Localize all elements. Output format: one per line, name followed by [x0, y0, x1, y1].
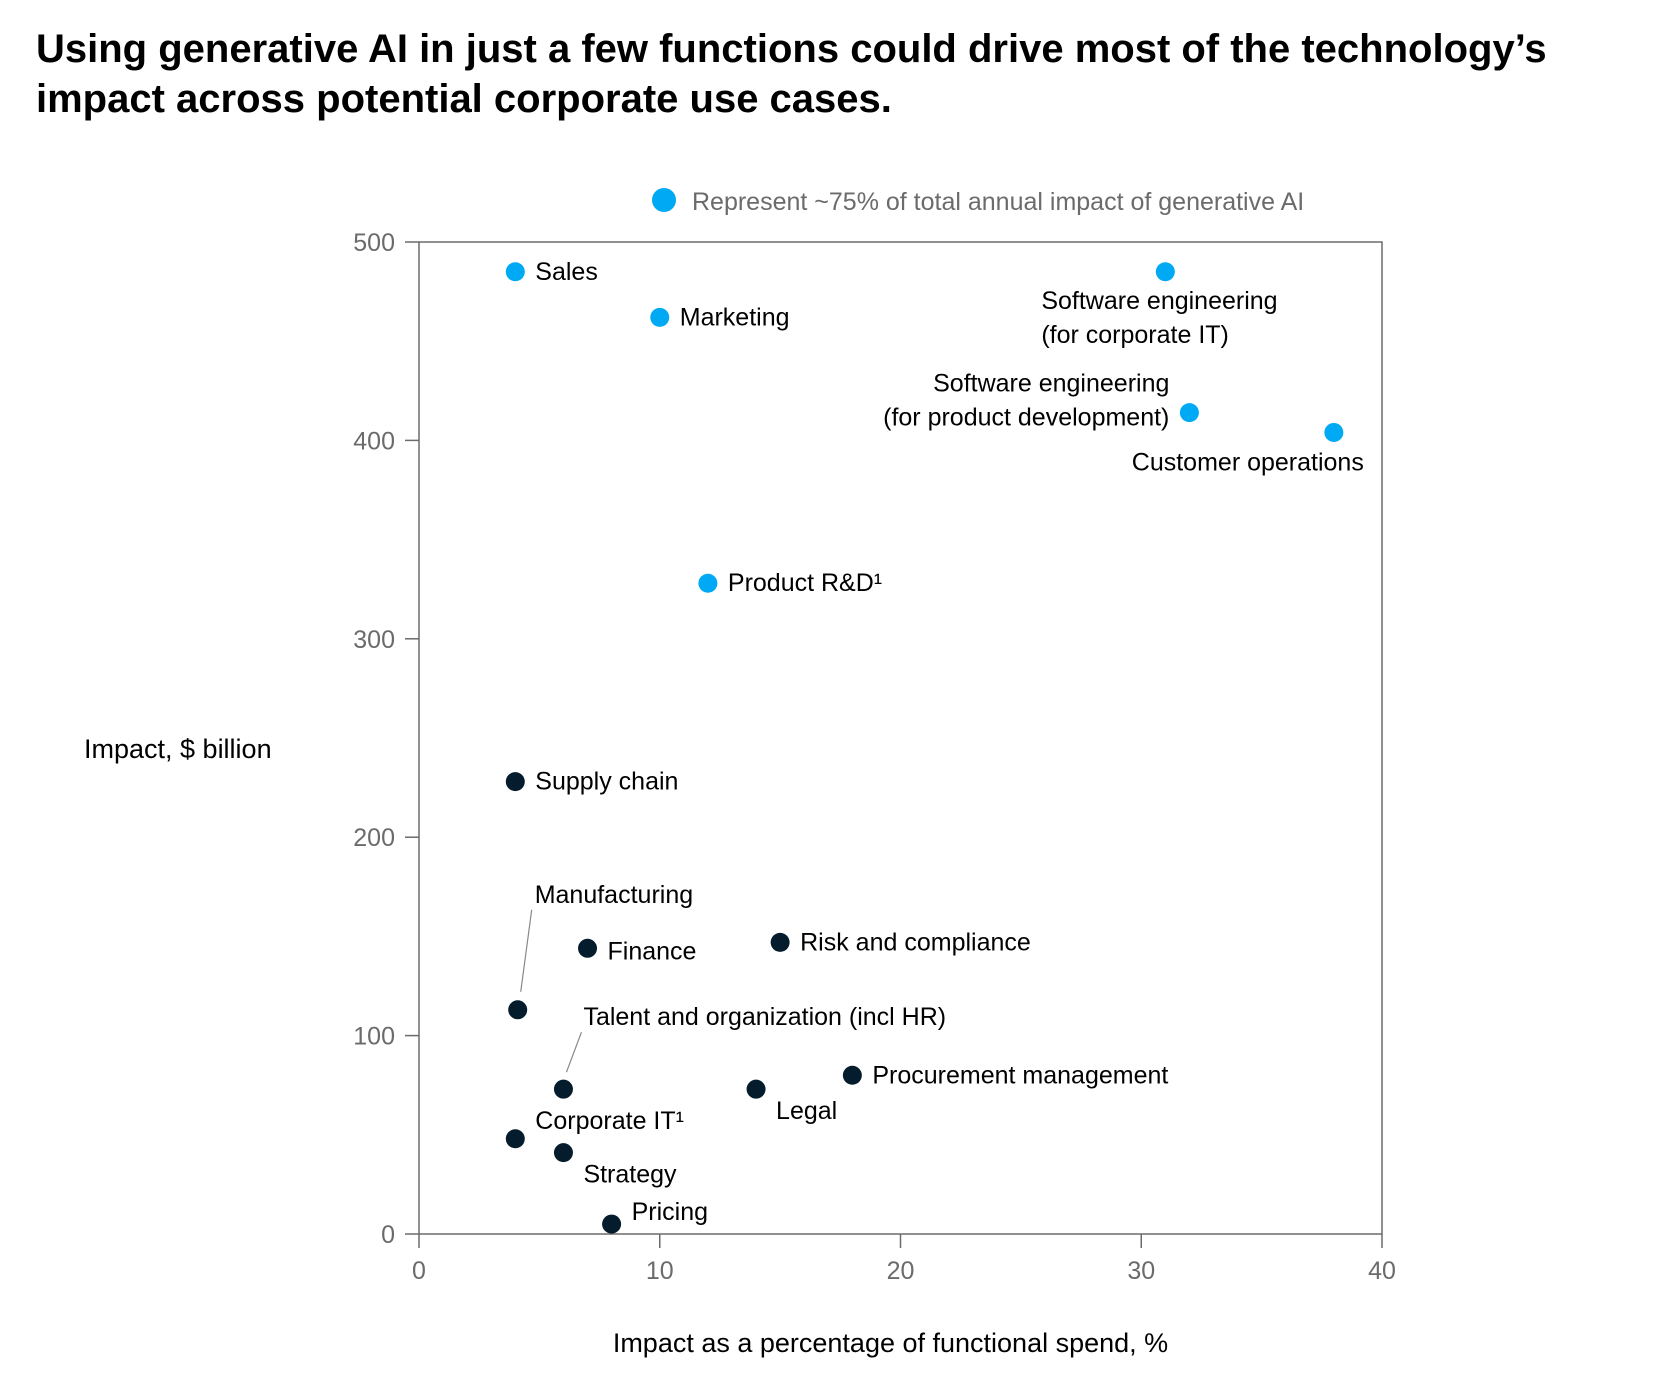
point-label-line: Manufacturing [535, 881, 693, 909]
point-label-line: (for corporate IT) [1041, 321, 1229, 349]
point-label-line: Finance [608, 937, 697, 965]
y-tick-label: 100 [353, 1023, 395, 1051]
point-label-line: Pricing [632, 1198, 708, 1226]
point-label-line: Software engineering [933, 370, 1169, 398]
y-tick-label: 200 [353, 824, 395, 852]
point-label-line: Software engineering [1041, 287, 1277, 315]
chart-title: Using generative AI in just a few functi… [36, 24, 1636, 124]
point-label-corporate-it: Corporate IT¹ [535, 1107, 684, 1135]
point-label-marketing: Marketing [680, 303, 790, 331]
y-tick-label: 400 [353, 427, 395, 455]
point-label-customer-operations: Customer operations [1132, 448, 1364, 476]
point-software-engineering-corporate-it [1155, 262, 1175, 282]
y-tick-label: 0 [381, 1221, 395, 1249]
point-strategy [553, 1143, 573, 1163]
point-label-manufacturing: Manufacturing [535, 881, 693, 909]
point-label-line: Legal [776, 1097, 837, 1125]
point-label-line: Talent and organization (incl HR) [583, 1003, 946, 1031]
chart-title-line-2: impact across potential corporate use ca… [36, 77, 892, 121]
point-label-line: Product R&D¹ [728, 569, 882, 597]
point-pricing [602, 1214, 622, 1234]
point-manufacturing [508, 1000, 528, 1020]
point-label-software-engineering-corporate-it: Software engineering (for corporate IT) [1041, 287, 1277, 349]
point-risk-and-compliance [770, 932, 790, 952]
point-label-pricing: Pricing [632, 1198, 708, 1226]
y-tick-label: 500 [353, 229, 395, 257]
legend-label: Represent ~75% of total annual impact of… [692, 188, 1304, 216]
x-tick-label: 0 [412, 1257, 426, 1285]
leader-line-manufacturing [520, 909, 533, 992]
point-label-sales: Sales [535, 258, 598, 286]
x-tick-label: 10 [646, 1257, 674, 1285]
x-tick-label: 30 [1127, 1257, 1155, 1285]
point-label-line: Strategy [583, 1161, 677, 1189]
point-talent-and-organization [553, 1079, 573, 1099]
point-customer-operations [1324, 422, 1344, 442]
point-label-line: Customer operations [1132, 448, 1364, 476]
point-procurement-management [842, 1065, 862, 1085]
point-supply-chain [505, 772, 525, 792]
point-label-product-rnd: Product R&D¹ [728, 569, 882, 597]
point-label-line: Risk and compliance [800, 928, 1031, 956]
point-label-supply-chain: Supply chain [535, 768, 678, 796]
x-tick-label: 20 [887, 1257, 915, 1285]
point-legal [746, 1079, 766, 1099]
point-label-software-engineering-product-development: Software engineering (for product develop… [883, 370, 1169, 432]
point-sales [505, 262, 525, 282]
leader-line-talent-and-organization [565, 1031, 583, 1073]
x-axis-label: Impact as a percentage of functional spe… [613, 1328, 1168, 1358]
point-label-risk-and-compliance: Risk and compliance [800, 928, 1031, 956]
point-label-talent-and-organization: Talent and organization (incl HR) [583, 1003, 946, 1031]
point-label-line: Supply chain [535, 768, 678, 796]
point-label-procurement-management: Procurement management [872, 1061, 1168, 1089]
point-corporate-it [505, 1129, 525, 1149]
point-label-finance: Finance [608, 937, 697, 965]
point-label-line: Corporate IT¹ [535, 1107, 684, 1135]
point-label-strategy: Strategy [583, 1161, 677, 1189]
point-label-line: (for product development) [883, 404, 1169, 432]
point-software-engineering-product-development [1179, 403, 1199, 423]
point-marketing [650, 307, 670, 327]
x-tick-label: 40 [1368, 1257, 1396, 1285]
chart-title-line-1: Using generative AI in just a few functi… [36, 27, 1547, 71]
point-product-rnd [698, 573, 718, 593]
point-label-legal: Legal [776, 1097, 837, 1125]
y-axis-label: Impact, $ billion [84, 734, 272, 764]
point-label-line: Sales [535, 258, 598, 286]
point-finance [578, 938, 598, 958]
y-tick-label: 300 [353, 626, 395, 654]
point-label-line: Procurement management [872, 1061, 1168, 1089]
point-label-line: Marketing [680, 303, 790, 331]
legend-marker [652, 188, 676, 212]
